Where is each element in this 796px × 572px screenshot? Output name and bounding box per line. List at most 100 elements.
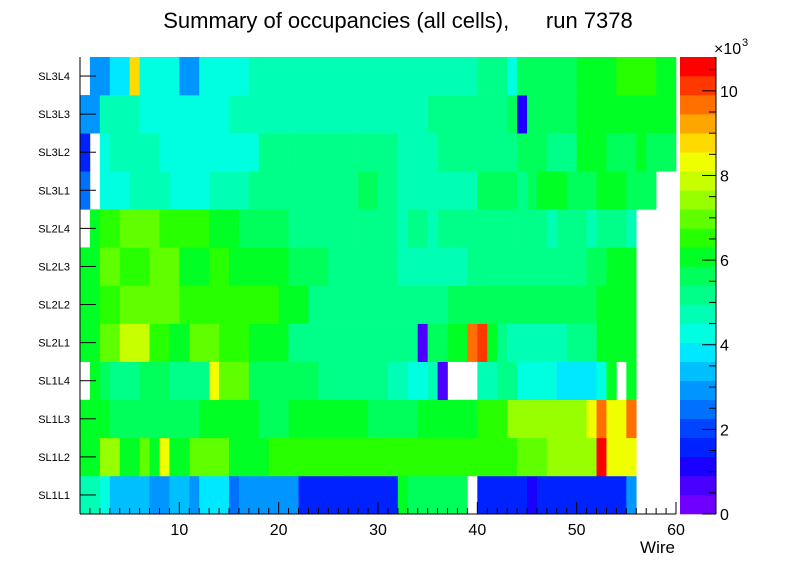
heatmap-cell bbox=[517, 57, 538, 96]
heatmap-cell bbox=[477, 171, 518, 210]
heatmap-cell bbox=[99, 323, 121, 362]
y-tick-label: SL1L1 bbox=[38, 490, 70, 502]
color-scale-segment bbox=[680, 114, 716, 134]
heatmap-cell bbox=[109, 57, 130, 96]
heatmap-cell bbox=[219, 361, 230, 401]
color-scale-segment bbox=[680, 323, 716, 343]
heatmap-cell bbox=[546, 133, 577, 172]
heatmap-cell bbox=[209, 247, 230, 286]
heatmap-cell bbox=[99, 247, 121, 286]
color-scale-segment bbox=[680, 494, 716, 515]
heatmap-cell bbox=[169, 171, 210, 210]
heatmap-cell bbox=[397, 285, 448, 324]
heatmap-cell bbox=[517, 95, 528, 134]
heatmap-cell bbox=[556, 209, 587, 248]
heatmap-cell bbox=[586, 209, 597, 248]
color-scale-segment bbox=[680, 456, 716, 477]
heatmap-cell bbox=[169, 475, 190, 515]
color-scale-segment bbox=[680, 266, 716, 286]
heatmap-cell bbox=[109, 361, 140, 401]
heatmap-cell bbox=[179, 57, 200, 96]
heatmap-cell bbox=[229, 95, 428, 134]
x-tick-label: 30 bbox=[369, 522, 387, 539]
color-tick-label: 4 bbox=[720, 338, 729, 355]
heatmap-cell bbox=[427, 323, 448, 362]
color-tick-label: 6 bbox=[720, 253, 729, 270]
heatmap-cell bbox=[189, 437, 230, 477]
color-scale-segment bbox=[680, 247, 716, 267]
heatmap-cell bbox=[99, 95, 140, 134]
heatmap-cell bbox=[169, 323, 190, 362]
heatmap-cell bbox=[358, 209, 399, 248]
heatmap-cell bbox=[199, 475, 230, 515]
heatmap-cell bbox=[179, 247, 210, 286]
heatmap-cell bbox=[616, 57, 657, 96]
heatmap-cell bbox=[119, 247, 150, 286]
heatmap-cell bbox=[159, 209, 210, 248]
heatmap-cell bbox=[139, 361, 170, 401]
heatmap-cell bbox=[556, 399, 587, 439]
heatmap-cell bbox=[298, 475, 399, 515]
color-scale-segment bbox=[680, 380, 716, 401]
heatmap-cell bbox=[507, 399, 558, 439]
color-scale-exponent: 3 bbox=[742, 37, 748, 49]
color-scale-segment bbox=[680, 152, 716, 172]
heatmap-cell bbox=[507, 57, 518, 96]
heatmap-cell bbox=[378, 171, 399, 210]
color-scale-segment bbox=[680, 133, 716, 153]
heatmap-cell bbox=[159, 437, 170, 477]
heatmap-cell bbox=[606, 247, 637, 286]
y-tick-label: SL3L2 bbox=[38, 147, 70, 159]
heatmap-cell bbox=[99, 171, 130, 210]
color-scale-segment bbox=[680, 418, 716, 439]
heatmap-cell bbox=[417, 323, 428, 362]
heatmap-cell bbox=[179, 285, 210, 324]
heatmap-cell bbox=[328, 247, 399, 286]
y-tick-label: SL1L3 bbox=[38, 414, 70, 426]
color-scale-segment bbox=[680, 342, 716, 362]
color-scale-segment bbox=[680, 399, 716, 420]
heatmap-cell bbox=[546, 437, 558, 477]
heatmap-cell bbox=[109, 399, 170, 439]
color-scale-segment bbox=[680, 304, 716, 324]
heatmap-cell bbox=[308, 285, 399, 324]
heatmap-cell bbox=[536, 171, 568, 210]
color-scale-segment bbox=[680, 285, 716, 305]
heatmap-cell bbox=[129, 57, 140, 96]
heatmap-cell bbox=[358, 133, 379, 172]
heatmap-cell bbox=[119, 437, 140, 477]
heatmap-cell bbox=[199, 57, 250, 96]
heatmap-cell bbox=[566, 285, 597, 324]
y-tick-label: SL2L2 bbox=[38, 300, 70, 312]
heatmap-cell bbox=[159, 133, 240, 172]
heatmap-cell bbox=[407, 361, 428, 401]
heatmap-cell bbox=[109, 133, 160, 172]
heatmap-cell bbox=[646, 133, 677, 172]
heatmap-cell bbox=[99, 285, 121, 324]
heatmap-cell bbox=[149, 437, 160, 477]
heatmap-cell bbox=[616, 95, 677, 134]
heatmap-cell bbox=[99, 209, 121, 248]
heatmap-cell bbox=[248, 57, 478, 96]
heatmap-cell bbox=[397, 171, 478, 210]
x-tick-label: 20 bbox=[270, 522, 288, 539]
heatmap-cell bbox=[358, 171, 379, 210]
heatmap-cell bbox=[576, 95, 617, 134]
heatmap-cell bbox=[248, 361, 319, 401]
heatmap-cell bbox=[209, 285, 250, 324]
heatmap-cell bbox=[238, 209, 289, 248]
heatmap-cell bbox=[189, 323, 220, 362]
heatmap-cell bbox=[517, 361, 558, 401]
heatmap-cell bbox=[119, 323, 150, 362]
color-scale-segment bbox=[680, 475, 716, 496]
heatmap-cell bbox=[318, 133, 359, 172]
heatmap-cell bbox=[99, 361, 111, 401]
heatmap-cell bbox=[229, 475, 240, 515]
color-scale-segment bbox=[680, 361, 716, 382]
y-tick-label: SL1L4 bbox=[38, 376, 70, 388]
heatmap-cell bbox=[477, 361, 498, 401]
heatmap-cell bbox=[109, 475, 150, 515]
heatmap-cell bbox=[447, 285, 498, 324]
heatmap-cell bbox=[477, 437, 518, 477]
